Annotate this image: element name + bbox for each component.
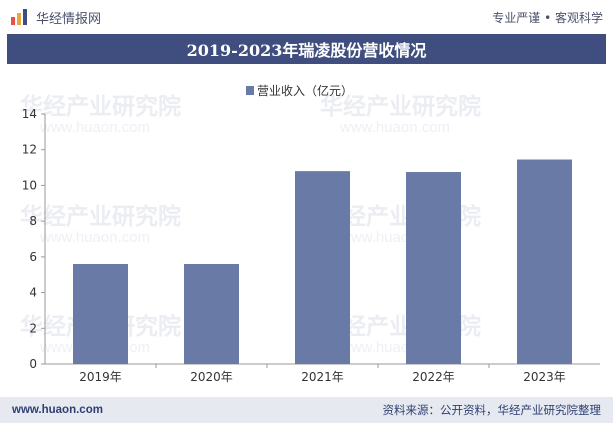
bar-chart: 华经产业研究院www.huaon.com华经产业研究院www.huaon.com… (20, 83, 600, 384)
watermark-url: www.huaon.com (39, 229, 150, 246)
y-tick-label: 12 (22, 143, 37, 157)
huajing-logo-icon (11, 9, 27, 25)
watermark-text: 华经产业研究院 (20, 203, 181, 230)
brand: 华经情报网 (10, 8, 101, 27)
footer-url: www.huaon.com (12, 404, 103, 416)
bar (406, 172, 461, 364)
bar (184, 264, 239, 364)
x-tick-label: 2023年 (523, 370, 566, 384)
watermark-url: www.huaon.com (39, 119, 150, 136)
watermark-layer: 华经产业研究院www.huaon.com华经产业研究院www.huaon.com… (20, 93, 481, 356)
legend-label: 营业收入（亿元） (257, 83, 353, 98)
y-tick-label: 4 (29, 286, 37, 300)
brand-name: 华经情报网 (36, 11, 102, 27)
y-tick-label: 2 (29, 321, 37, 335)
watermark-text: 华经产业研究院 (20, 93, 181, 120)
bar (517, 159, 572, 364)
chart-title: 2019-2023年瑞凌股份营收情况 (186, 41, 427, 60)
bar (73, 264, 128, 364)
watermark-text: 华经产业研究院 (320, 93, 481, 120)
chart-area: 华经产业研究院 www.huaon.com 华经产业研究院 www.huaon.com… (0, 64, 613, 397)
chart-title-bar: 2019-2023年瑞凌股份营收情况 (7, 34, 606, 64)
x-tick-label: 2019年 (79, 370, 122, 384)
y-tick-label: 10 (22, 178, 37, 192)
x-tick-label: 2021年 (301, 370, 344, 384)
watermark-url: www.huaon.com (339, 119, 450, 136)
y-tick-label: 14 (22, 107, 37, 121)
footer-source: 资料来源：公开资料，华经产业研究院整理 (382, 403, 602, 417)
legend: 营业收入（亿元） (246, 83, 353, 98)
y-tick-label: 8 (29, 214, 37, 228)
bars: 2019年 2020年 2021年 2022年 2023年 (73, 159, 572, 384)
slogan: 专业严谨 • 客观科学 (492, 10, 603, 25)
x-tick-label: 2020年 (190, 370, 233, 384)
y-tick-label: 0 (29, 357, 37, 371)
bar (295, 171, 350, 364)
y-tick-label: 6 (29, 250, 37, 264)
x-tick-label: 2022年 (412, 370, 455, 384)
top-header: 华经情报网 专业严谨 • 客观科学 (0, 0, 613, 34)
footer-bar: www.huaon.com 资料来源：公开资料，华经产业研究院整理 (0, 397, 613, 423)
legend-swatch (246, 86, 254, 95)
